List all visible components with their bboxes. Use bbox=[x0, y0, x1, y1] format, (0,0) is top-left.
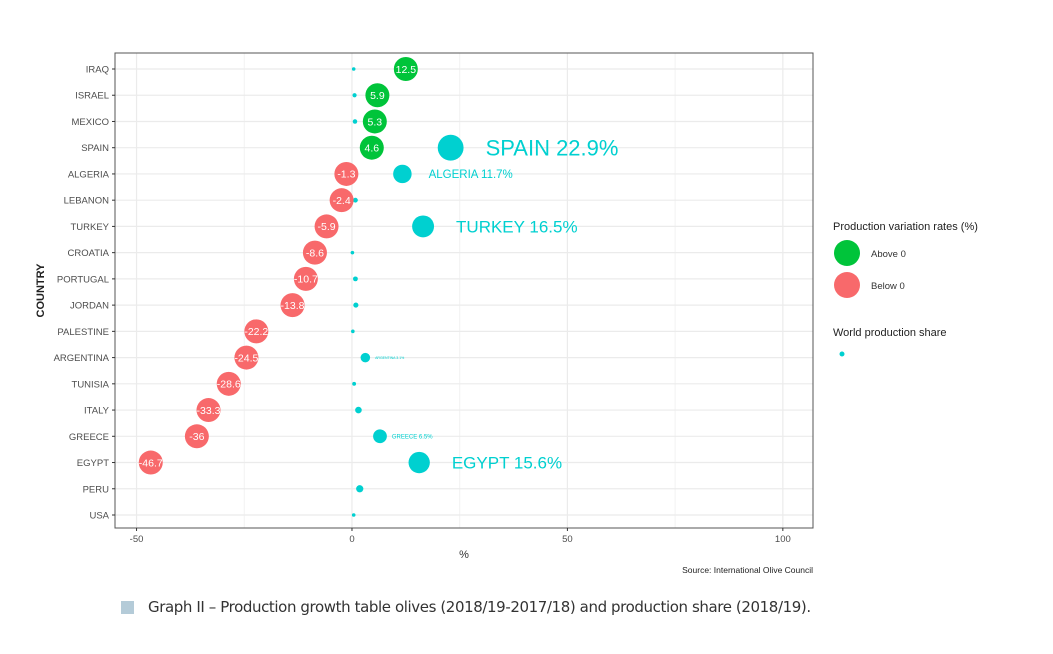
legend-share-swatch bbox=[839, 351, 845, 357]
legend-title-share: World production share bbox=[833, 327, 947, 339]
share-point bbox=[412, 215, 435, 238]
y-tick-label: IRAQ bbox=[86, 65, 109, 76]
legend-below-label: Below 0 bbox=[871, 281, 905, 292]
bubble-chart: IRAQ ISRAEL MEXICO SPAIN ALGERIA LEBANON TURKE… bbox=[35, 52, 978, 575]
variation-point-below bbox=[196, 398, 221, 423]
share-point bbox=[437, 134, 464, 161]
variation-point-above bbox=[362, 109, 387, 134]
y-tick-label: ISRAEL bbox=[75, 91, 109, 102]
variation-point-below bbox=[216, 371, 241, 396]
y-tick-label: JORDAN bbox=[70, 301, 109, 312]
share-point bbox=[352, 119, 358, 124]
variation-label: -46.7 bbox=[139, 457, 163, 469]
variation-label: 5.9 bbox=[370, 90, 385, 102]
variation-point-below bbox=[314, 214, 339, 239]
y-tick-label: EGYPT bbox=[77, 458, 109, 469]
variation-point-above bbox=[365, 83, 390, 108]
variation-point-above bbox=[393, 57, 418, 81]
x-tick-label: 0 bbox=[349, 534, 354, 545]
variation-label: 12.5 bbox=[396, 64, 417, 76]
variation-label: -33.3 bbox=[197, 405, 221, 417]
legend-below-swatch bbox=[834, 272, 860, 298]
share-point bbox=[353, 302, 359, 308]
share-point bbox=[352, 381, 357, 386]
share-point bbox=[352, 93, 357, 98]
panel-border bbox=[114, 52, 814, 529]
y-tick-label: MEXICO bbox=[72, 117, 109, 128]
share-point bbox=[355, 406, 362, 414]
share-point bbox=[360, 352, 371, 363]
caption-text: Graph II – Production growth table olive… bbox=[148, 598, 811, 616]
variation-point-below bbox=[280, 293, 305, 318]
variation-label: -13.8 bbox=[281, 300, 305, 312]
y-axis-title: COUNTRY bbox=[35, 263, 47, 318]
variation-point-above bbox=[359, 135, 384, 160]
variation-point-below bbox=[293, 266, 318, 291]
y-tick-label: GREECE bbox=[69, 432, 109, 443]
y-tick-label: SPAIN bbox=[81, 143, 109, 154]
variation-label: -36 bbox=[189, 431, 204, 443]
x-tick-label: -50 bbox=[130, 534, 144, 545]
share-point bbox=[350, 250, 355, 255]
y-tick-label: LEBANON bbox=[64, 196, 110, 207]
y-tick-label: TUNISIA bbox=[72, 379, 110, 390]
share-label: EGYPT 15.6% bbox=[452, 454, 562, 473]
variation-label: -1.3 bbox=[337, 169, 355, 181]
variation-point-below bbox=[138, 450, 163, 475]
share-point bbox=[373, 429, 387, 444]
share-label: ARGENTINA 3.1% bbox=[375, 356, 404, 360]
y-tick-label: ARGENTINA bbox=[54, 353, 110, 364]
variation-label: -8.6 bbox=[306, 247, 324, 259]
variation-point-below bbox=[334, 161, 359, 186]
variation-label: -28.6 bbox=[217, 379, 241, 391]
x-tick-label: 100 bbox=[775, 534, 791, 545]
legend-above-label: Above 0 bbox=[871, 249, 906, 260]
y-tick-label: CROATIA bbox=[67, 248, 109, 259]
figure-caption: Graph II – Production growth table olive… bbox=[121, 598, 811, 616]
share-label: TURKEY 16.5% bbox=[456, 218, 578, 237]
share-point bbox=[351, 513, 356, 517]
share-label: ALGERIA 11.7% bbox=[429, 169, 513, 181]
share-point bbox=[353, 276, 358, 282]
variation-label: -5.9 bbox=[318, 221, 336, 233]
variation-label: -2.4 bbox=[333, 195, 351, 207]
y-tick-label: PERU bbox=[83, 484, 110, 495]
variation-label: 4.6 bbox=[364, 143, 379, 155]
x-tick-label: 50 bbox=[562, 534, 573, 545]
legend-title-variation: Production variation rates (%) bbox=[833, 221, 978, 233]
variation-point-below bbox=[184, 424, 209, 449]
y-tick-label: ALGERIA bbox=[68, 169, 110, 180]
legend-above-swatch bbox=[834, 240, 860, 266]
x-axis-title: % bbox=[459, 549, 469, 561]
caption-bullet-icon bbox=[121, 600, 134, 614]
share-label: SPAIN 22.9% bbox=[486, 136, 619, 161]
variation-point-below bbox=[329, 188, 354, 213]
variation-label: 5.3 bbox=[368, 116, 383, 128]
source-note: Source: International Olive Council bbox=[682, 565, 813, 575]
y-tick-label: PALESTINE bbox=[57, 327, 109, 338]
y-tick-label: PORTUGAL bbox=[57, 274, 109, 285]
share-point bbox=[351, 67, 356, 71]
share-label: GREECE 6.5% bbox=[392, 434, 433, 440]
variation-label: -10.7 bbox=[294, 274, 318, 286]
variation-point-below bbox=[302, 240, 327, 265]
share-point bbox=[356, 485, 364, 493]
y-tick-label: TURKEY bbox=[70, 222, 109, 233]
share-point bbox=[353, 197, 358, 203]
variation-point-below bbox=[244, 319, 269, 344]
share-point bbox=[351, 329, 355, 334]
variation-point-below bbox=[234, 345, 259, 370]
y-tick-label: USA bbox=[89, 511, 109, 522]
variation-label: -22.2 bbox=[244, 326, 268, 338]
share-point bbox=[408, 451, 430, 474]
y-tick-label: ITALY bbox=[84, 406, 110, 417]
variation-label: -24.5 bbox=[234, 352, 258, 364]
share-point bbox=[393, 164, 412, 184]
